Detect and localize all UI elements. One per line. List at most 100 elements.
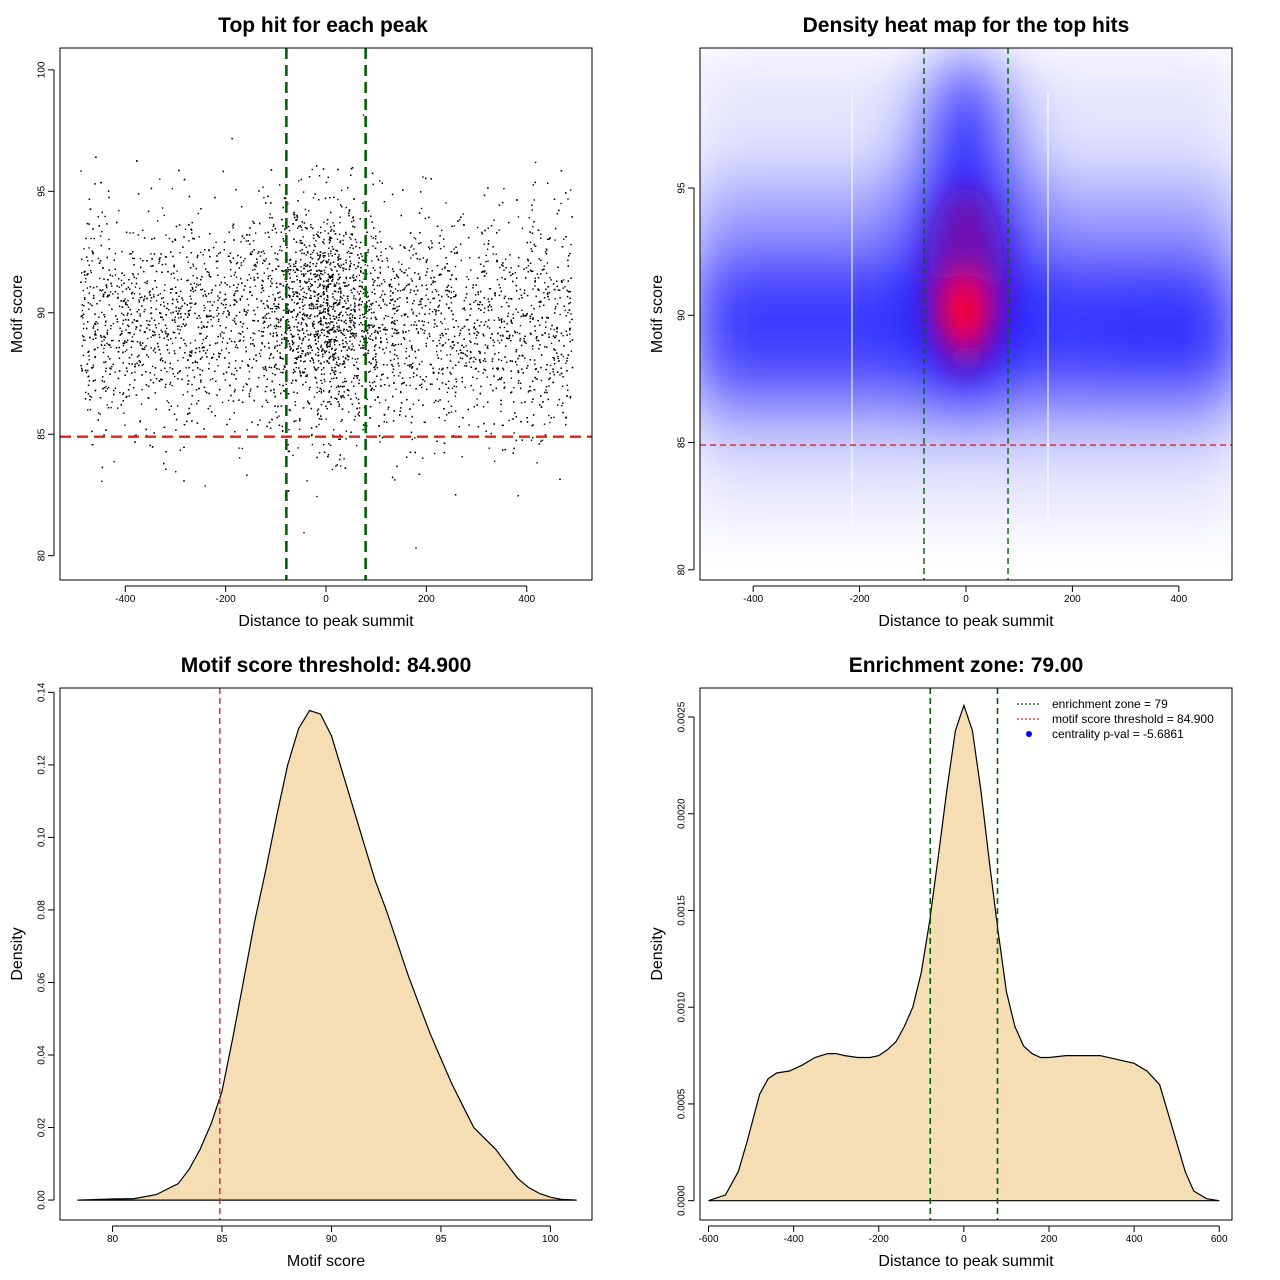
scatter-point bbox=[171, 240, 174, 243]
scatter-point bbox=[342, 239, 344, 242]
scatter-point bbox=[335, 348, 337, 350]
scatter-point bbox=[135, 282, 138, 285]
scatter-point bbox=[277, 405, 279, 408]
scatter-point bbox=[359, 241, 362, 244]
scatter-point bbox=[560, 332, 563, 335]
scatter-point bbox=[349, 260, 351, 262]
scatter-point bbox=[97, 347, 99, 349]
scatter-point bbox=[351, 357, 354, 360]
scatter-point bbox=[375, 365, 377, 367]
scatter-point bbox=[284, 390, 286, 393]
scatter-point bbox=[345, 259, 347, 261]
scatter-point bbox=[111, 285, 113, 287]
scatter-point bbox=[409, 377, 411, 379]
scatter-point bbox=[297, 313, 299, 316]
scatter-point bbox=[334, 329, 336, 332]
scatter-point bbox=[453, 248, 455, 250]
scatter-point bbox=[138, 287, 141, 290]
scatter-point bbox=[297, 355, 300, 358]
scatter-point bbox=[308, 245, 311, 247]
scatter-point bbox=[450, 411, 453, 413]
scatter-point bbox=[110, 406, 112, 409]
scatter-point bbox=[131, 363, 133, 365]
scatter-point bbox=[358, 324, 361, 326]
scatter-point bbox=[288, 225, 290, 228]
scatter-point bbox=[89, 303, 92, 305]
scatter-point bbox=[239, 299, 242, 301]
scatter-point bbox=[105, 370, 107, 372]
scatter-point bbox=[316, 368, 318, 370]
scatter-point bbox=[245, 346, 247, 348]
scatter-point bbox=[484, 270, 486, 272]
scatter-point bbox=[517, 311, 519, 313]
scatter-point bbox=[213, 301, 215, 303]
scatter-point bbox=[289, 296, 291, 298]
scatter-point bbox=[339, 286, 341, 289]
scatter-point bbox=[536, 462, 538, 464]
scatter-point bbox=[121, 330, 123, 332]
scatter-point bbox=[409, 291, 411, 294]
scatter-point bbox=[500, 319, 503, 321]
scatter-point bbox=[91, 444, 94, 446]
scatter-point bbox=[240, 241, 242, 243]
scatter-point bbox=[547, 398, 549, 401]
scatter-point bbox=[362, 292, 364, 294]
scatter-point bbox=[135, 394, 138, 396]
scatter-point bbox=[541, 317, 544, 319]
scatter-point bbox=[191, 229, 193, 231]
scatter-point bbox=[331, 338, 333, 341]
scatter-point bbox=[439, 248, 442, 250]
scatter-point bbox=[351, 291, 353, 294]
scatter-point bbox=[249, 286, 251, 288]
scatter-point bbox=[492, 253, 494, 255]
scatter-point bbox=[248, 378, 250, 380]
scatter-point bbox=[393, 382, 395, 384]
scatter-point bbox=[160, 312, 162, 315]
scatter-point bbox=[126, 304, 128, 306]
scatter-point bbox=[352, 321, 355, 323]
scatter-point bbox=[482, 372, 484, 374]
scatter-point bbox=[293, 265, 295, 268]
scatter-point bbox=[89, 270, 92, 272]
scatter-point bbox=[380, 378, 382, 381]
scatter-point bbox=[223, 332, 225, 334]
scatter-point bbox=[389, 283, 391, 285]
scatter-point bbox=[132, 272, 134, 275]
scatter-point bbox=[340, 420, 342, 422]
scatter-point bbox=[398, 375, 400, 377]
scatter-point bbox=[93, 325, 95, 327]
scatter-point bbox=[316, 303, 318, 305]
scatter-point bbox=[292, 269, 295, 271]
scatter-point bbox=[358, 304, 360, 307]
scatter-point bbox=[229, 286, 231, 288]
scatter-point bbox=[371, 382, 374, 384]
scatter-point bbox=[425, 261, 427, 264]
scatter-point bbox=[250, 337, 252, 339]
scatter-point bbox=[325, 287, 328, 289]
scatter-point bbox=[279, 296, 282, 298]
scatter-point bbox=[553, 288, 555, 291]
scatter-point bbox=[223, 311, 225, 313]
scatter-point bbox=[265, 317, 268, 319]
scatter-point bbox=[80, 170, 82, 172]
scatter-point bbox=[312, 325, 314, 328]
scatter-point bbox=[354, 358, 357, 360]
scatter-point bbox=[204, 390, 207, 393]
scatter-point bbox=[275, 332, 278, 334]
scatter-point bbox=[229, 418, 231, 420]
scatter-point bbox=[329, 305, 331, 307]
scatter-point bbox=[88, 247, 90, 249]
scatter-point bbox=[512, 335, 514, 337]
scatter-point bbox=[95, 323, 97, 326]
scatter-point bbox=[445, 202, 447, 204]
scatter-point bbox=[334, 310, 336, 312]
scatter-point bbox=[165, 383, 167, 386]
scatter-point bbox=[519, 288, 521, 291]
scatter-point bbox=[180, 278, 182, 280]
scatter-point bbox=[360, 267, 362, 269]
scatter-point bbox=[439, 235, 441, 237]
scatter-point bbox=[348, 314, 350, 316]
scatter-point bbox=[433, 326, 435, 328]
scatter-point bbox=[97, 257, 99, 260]
scatter-point bbox=[345, 438, 347, 440]
